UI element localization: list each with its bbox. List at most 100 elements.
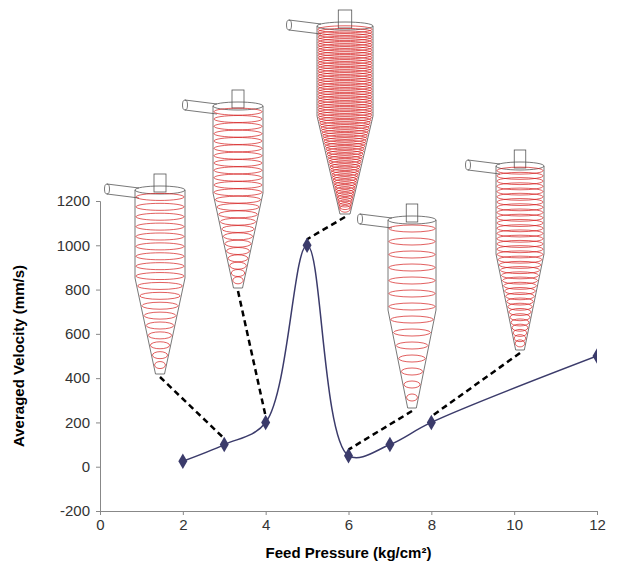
particle-trace — [401, 368, 422, 375]
y-tick: 800 — [65, 281, 100, 298]
y-tick-mark — [96, 378, 100, 379]
cyclone-inlet-end — [358, 214, 363, 224]
particle-trace — [389, 238, 435, 245]
particle-trace — [391, 316, 433, 323]
y-tick-label: -200 — [60, 502, 90, 519]
x-tick: 12 — [589, 511, 606, 533]
particle-trace — [220, 218, 256, 225]
particle-trace — [506, 293, 535, 300]
x-tick-label: 10 — [506, 516, 523, 533]
cyclone-body — [213, 106, 263, 288]
y-axis-line — [96, 202, 101, 512]
y-tick-label: 1000 — [57, 237, 90, 254]
particle-trace — [389, 290, 435, 297]
data-point — [385, 437, 394, 453]
particle-trace — [217, 204, 259, 211]
particle-trace — [504, 282, 537, 289]
particle-trace — [214, 160, 262, 167]
cyclone-outlet — [338, 10, 351, 28]
particle-trace — [214, 145, 262, 152]
particle-trace — [138, 282, 183, 289]
data-point — [220, 437, 229, 453]
data-point — [344, 448, 353, 464]
cyclone-outlet — [154, 174, 166, 192]
particle-trace — [231, 270, 244, 277]
y-tick-label: 200 — [65, 414, 90, 431]
y-tick: 200 — [65, 414, 100, 431]
particle-trace — [214, 123, 262, 130]
cyclone-illustration — [105, 174, 186, 374]
x-tick-mark — [431, 511, 432, 515]
cyclone-top — [135, 186, 185, 194]
particle-trace — [227, 248, 250, 255]
particle-trace — [214, 167, 262, 174]
x-tick-label: 4 — [262, 516, 270, 533]
x-axis: 0 2 4 6 8 10 12 — [96, 511, 606, 533]
particle-trace — [136, 223, 184, 230]
particle-trace — [148, 332, 171, 339]
cyclone-inlet — [107, 184, 139, 198]
cyclone-inlet-end — [287, 20, 292, 30]
particle-trace — [215, 196, 260, 203]
particle-trace — [214, 174, 262, 181]
cyclone-illustration — [358, 204, 437, 408]
x-tick: 8 — [428, 511, 436, 533]
cyclone-inlet — [289, 20, 321, 34]
cyclone-inlet — [360, 214, 392, 228]
data-point — [593, 348, 597, 364]
y-tick: 1200 — [57, 192, 100, 209]
particle-trace — [407, 394, 418, 401]
data-point — [427, 415, 436, 431]
particle-trace — [214, 138, 262, 145]
particle-trace — [155, 362, 166, 369]
cyclone-outlet — [232, 90, 244, 108]
y-tick: -200 — [60, 502, 100, 519]
y-tick-mark — [96, 201, 100, 202]
particle-trace — [499, 261, 541, 268]
x-tick: 4 — [262, 511, 270, 533]
particle-trace — [501, 272, 538, 279]
x-tick-label: 0 — [96, 516, 104, 533]
x-tick-label: 2 — [179, 516, 187, 533]
x-tick-mark — [100, 511, 101, 515]
particle-trace — [136, 263, 184, 270]
y-tick: 1000 — [57, 237, 100, 254]
x-tick: 10 — [506, 511, 523, 533]
particle-trace — [510, 314, 530, 321]
data-point — [303, 237, 312, 253]
particle-trace — [389, 277, 435, 284]
x-tick: 2 — [179, 511, 187, 533]
cyclone-inlet — [468, 160, 500, 174]
particle-trace — [214, 182, 262, 189]
cyclone-inlet-end — [183, 100, 188, 110]
y-tick: 600 — [65, 325, 100, 342]
particle-trace — [502, 277, 537, 284]
x-tick-label: 6 — [345, 516, 353, 533]
cyclone-top — [213, 102, 263, 110]
y-tick-label: 1200 — [57, 192, 90, 209]
particle-trace — [223, 233, 252, 240]
particle-trace — [228, 255, 248, 262]
data-point — [261, 415, 270, 431]
y-tick-mark — [96, 467, 100, 468]
x-tick-label: 12 — [589, 516, 606, 533]
particle-trace — [340, 205, 351, 212]
particle-trace — [498, 256, 542, 263]
illustrations — [105, 10, 545, 450]
particle-trace — [396, 342, 428, 349]
particle-trace — [500, 267, 539, 274]
y-tick-label: 800 — [65, 281, 90, 298]
particle-trace — [214, 189, 262, 196]
y-tick-mark — [96, 334, 100, 335]
particle-trace — [389, 225, 435, 232]
cyclone-inlet-end — [105, 184, 110, 194]
cyclone-inlet-end — [466, 160, 471, 170]
leader-line — [307, 217, 345, 239]
y-tick-mark — [96, 511, 100, 512]
particle-trace — [505, 288, 536, 295]
particle-trace — [514, 335, 525, 342]
particle-trace — [150, 342, 169, 349]
particle-trace — [515, 340, 524, 347]
particle-trace — [214, 116, 262, 123]
particle-trace — [136, 203, 184, 210]
